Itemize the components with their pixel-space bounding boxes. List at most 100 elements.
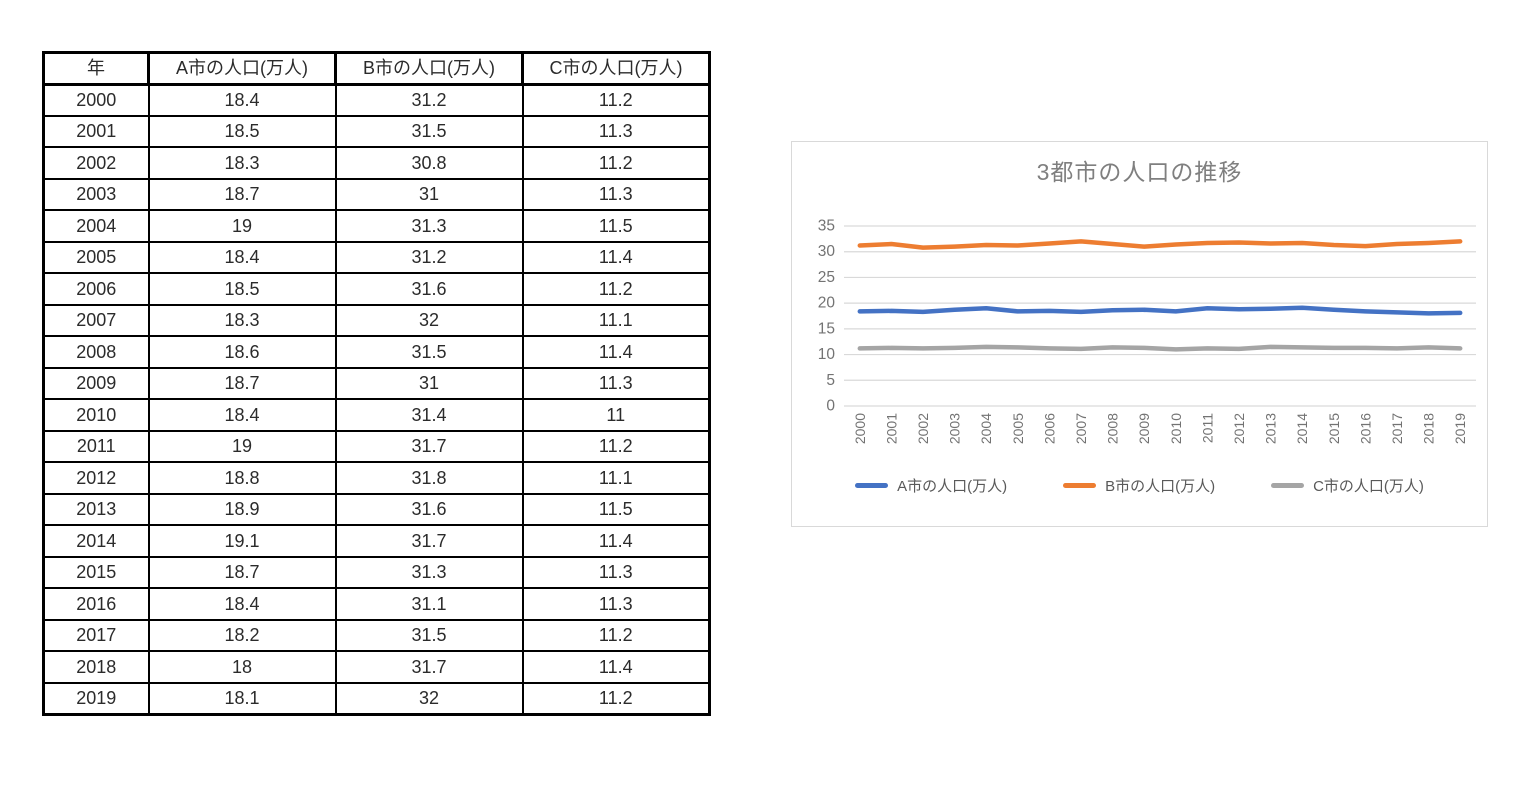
x-axis-tick-label: 2015 xyxy=(1326,413,1342,444)
value-cell: 18.3 xyxy=(147,146,337,180)
value-cell: 31.6 xyxy=(334,272,524,306)
table-row: 2016 18.4 31.1 11.3 xyxy=(42,587,711,621)
year-cell: 2000 xyxy=(42,83,150,117)
table-row: 2017 18.2 31.5 11.2 xyxy=(42,618,711,652)
value-cell: 11.3 xyxy=(521,366,711,400)
population-table: 年 A市の人口(万人) B市の人口(万人) C市の人口(万人) 2000 18.4… xyxy=(42,51,711,716)
value-cell: 11.4 xyxy=(521,240,711,274)
value-cell: 31 xyxy=(334,366,524,400)
table-row: 2012 18.8 31.8 11.1 xyxy=(42,461,711,495)
value-cell: 31.4 xyxy=(334,398,524,432)
value-cell: 18.4 xyxy=(147,398,337,432)
header-cell-year: 年 xyxy=(42,51,150,86)
year-cell: 2007 xyxy=(42,303,150,337)
y-axis-tick-label: 20 xyxy=(818,295,836,312)
x-axis-tick-label: 2009 xyxy=(1136,413,1152,444)
y-axis-tick-label: 15 xyxy=(818,320,835,337)
value-cell: 11.3 xyxy=(521,587,711,621)
value-cell: 18.4 xyxy=(147,240,337,274)
table-row: 2002 18.3 30.8 11.2 xyxy=(42,146,711,180)
legend-item-city-b: B市の人口(万人) xyxy=(1063,475,1215,496)
value-cell: 11.1 xyxy=(521,303,711,337)
y-axis-tick-label: 35 xyxy=(818,218,835,235)
value-cell: 19 xyxy=(147,429,337,463)
year-cell: 2003 xyxy=(42,177,150,211)
value-cell: 18.3 xyxy=(147,303,337,337)
table-row: 2014 19.1 31.7 11.4 xyxy=(42,524,711,558)
x-axis-tick-label: 2008 xyxy=(1105,413,1121,444)
legend-swatch-city-a xyxy=(855,483,889,488)
table-row: 2005 18.4 31.2 11.4 xyxy=(42,240,711,274)
value-cell: 18.9 xyxy=(147,492,337,526)
value-cell: 11.2 xyxy=(521,618,711,652)
year-cell: 2013 xyxy=(42,492,150,526)
table-row: 2006 18.5 31.6 11.2 xyxy=(42,272,711,306)
value-cell: 11.4 xyxy=(521,524,711,558)
y-axis-tick-label: 5 xyxy=(826,372,835,389)
value-cell: 11.2 xyxy=(521,272,711,306)
value-cell: 31.8 xyxy=(334,461,524,495)
series-line-1 xyxy=(857,239,1463,250)
table-header-row: 年 A市の人口(万人) B市の人口(万人) C市の人口(万人) xyxy=(42,51,711,86)
value-cell: 31.7 xyxy=(334,650,524,684)
value-cell: 18.4 xyxy=(147,83,337,117)
x-axis-tick-label: 2005 xyxy=(1010,413,1026,444)
x-axis-tick-label: 2000 xyxy=(852,413,868,444)
legend-swatch-city-c xyxy=(1271,483,1305,488)
value-cell: 31.5 xyxy=(334,114,524,148)
year-cell: 2010 xyxy=(42,398,150,432)
table-row: 2013 18.9 31.6 11.5 xyxy=(42,492,711,526)
value-cell: 18.5 xyxy=(147,114,337,148)
value-cell: 31 xyxy=(334,177,524,211)
population-data-table-region: 年 A市の人口(万人) B市の人口(万人) C市の人口(万人) 2000 18.4… xyxy=(42,51,711,716)
table-row: 2008 18.6 31.5 11.4 xyxy=(42,335,711,369)
value-cell: 18.8 xyxy=(147,461,337,495)
chart-card: 3都市の人口の推移 0 5 10 15 20 25 30 35 2000 2001 2002 2003… xyxy=(791,141,1488,527)
value-cell: 18.6 xyxy=(147,335,337,369)
year-cell: 2005 xyxy=(42,240,150,274)
value-cell: 11.4 xyxy=(521,650,711,684)
value-cell: 19.1 xyxy=(147,524,337,558)
value-cell: 11.5 xyxy=(521,209,711,243)
value-cell: 11.1 xyxy=(521,461,711,495)
table-row: 2003 18.7 31 11.3 xyxy=(42,177,711,211)
table-row: 2018 18 31.7 11.4 xyxy=(42,650,711,684)
legend-swatch-city-b xyxy=(1063,483,1097,488)
value-cell: 18.7 xyxy=(147,555,337,589)
legend-item-city-c: C市の人口(万人) xyxy=(1271,475,1424,496)
x-axis-tick-label: 2019 xyxy=(1452,413,1468,444)
y-axis-tick-label: 30 xyxy=(818,243,836,260)
series-line-2 xyxy=(857,344,1463,352)
series-line-0 xyxy=(857,305,1463,316)
x-axis-tick-label: 2016 xyxy=(1357,413,1373,444)
value-cell: 11.2 xyxy=(521,681,711,715)
value-cell: 18.4 xyxy=(147,587,337,621)
value-cell: 11.3 xyxy=(521,555,711,589)
table-row: 2001 18.5 31.5 11.3 xyxy=(42,114,711,148)
x-axis-tick-label: 2014 xyxy=(1294,413,1310,444)
y-axis-tick-label: 25 xyxy=(818,269,835,286)
value-cell: 18 xyxy=(147,650,337,684)
legend-label-city-b: B市の人口(万人) xyxy=(1105,478,1216,495)
chart-title: 3都市の人口の推移 xyxy=(1036,159,1243,185)
value-cell: 19 xyxy=(147,209,337,243)
x-axis-tick-label: 2012 xyxy=(1231,413,1247,444)
table-row: 2010 18.4 31.4 11 xyxy=(42,398,711,432)
year-cell: 2001 xyxy=(42,114,150,148)
table-row: 2007 18.3 32 11.1 xyxy=(42,303,711,337)
table-row: 2011 19 31.7 11.2 xyxy=(42,429,711,463)
header-cell-city-b: B市の人口(万人) xyxy=(334,51,524,86)
year-cell: 2008 xyxy=(42,335,150,369)
year-cell: 2018 xyxy=(42,650,150,684)
table-row: 2004 19 31.3 11.5 xyxy=(42,209,711,243)
value-cell: 11.2 xyxy=(521,146,711,180)
x-axis-tick-label: 2004 xyxy=(978,413,994,444)
x-axis-tick-label: 2002 xyxy=(915,413,931,444)
value-cell: 18.5 xyxy=(147,272,337,306)
year-cell: 2004 xyxy=(42,209,150,243)
value-cell: 11.5 xyxy=(521,492,711,526)
year-cell: 2019 xyxy=(42,681,150,715)
x-axis-tick-label: 2011 xyxy=(1199,413,1215,443)
value-cell: 18.7 xyxy=(147,177,337,211)
year-cell: 2012 xyxy=(42,461,150,495)
